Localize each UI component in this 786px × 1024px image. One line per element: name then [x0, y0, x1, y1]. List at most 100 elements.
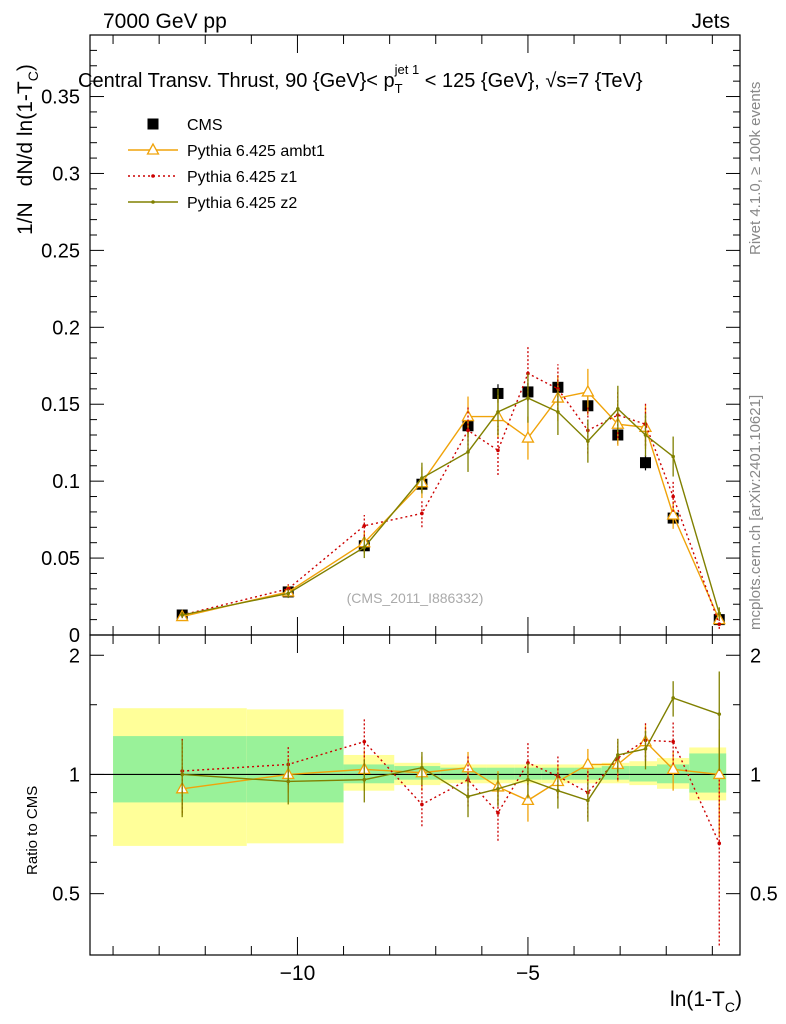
main-marker — [362, 545, 367, 550]
main-plot-series — [175, 345, 726, 629]
legend-marker — [146, 142, 160, 155]
main-marker — [717, 611, 722, 616]
ratio-marker — [556, 788, 560, 793]
main-marker — [717, 622, 722, 627]
main-line — [182, 391, 720, 620]
main-line — [182, 397, 720, 616]
legend-label: Pythia 6.425 z2 — [187, 195, 297, 212]
main-series-pythia-6-425-z2 — [180, 373, 722, 620]
main-series-cms — [176, 378, 725, 626]
ratio-bands — [113, 708, 727, 846]
header-right: Jets — [691, 10, 730, 33]
ratio-band-green — [440, 767, 487, 780]
main-y-axis: 0 0.05 0.1 0.15 0.2 0.25 0.3 0.35 — [41, 49, 740, 647]
legend-label: Pythia 6.425 ambt1 — [187, 143, 325, 160]
ratio-marker — [362, 739, 367, 744]
ratio-marker — [717, 712, 722, 716]
y-tick-label: 0.2 — [52, 317, 80, 339]
ratio-marker — [180, 772, 184, 777]
main-marker — [496, 448, 500, 453]
x-axis-label: ln(1-TC) — [670, 988, 742, 1015]
main-marker — [180, 613, 184, 617]
y-tick-label: 0 — [69, 625, 80, 647]
ratio-marker — [521, 793, 535, 806]
ratio-plot-series — [175, 671, 726, 946]
ratio-marker — [420, 765, 424, 770]
ratio-marker — [286, 779, 291, 784]
ratio-marker — [461, 760, 475, 773]
main-marker — [586, 439, 590, 443]
main-marker — [466, 428, 470, 433]
legend: CMS Pythia 6.425 ambt1 Pythia 6.425 z1 Pyth… — [128, 117, 325, 212]
ratio-marker — [496, 786, 500, 791]
legend-marker — [151, 174, 155, 178]
ratio-marker — [616, 753, 620, 757]
main-marker — [526, 396, 530, 400]
ratio-marker — [586, 798, 590, 803]
ratio-y-axis: 0.5 0.5 1 1 2 2 — [52, 645, 778, 905]
ratio-y-label: Ratio to CMS — [24, 786, 41, 875]
ratio-marker — [466, 794, 470, 799]
ratio-tick-label-left: 2 — [69, 645, 80, 667]
legend-label: CMS — [187, 117, 223, 134]
rivet-label: Rivet 4.1.0, ≥ 100k events — [747, 82, 764, 255]
legend-item: Pythia 6.425 z2 — [128, 195, 297, 212]
ratio-marker — [362, 777, 367, 782]
main-marker — [420, 511, 424, 516]
ratio-tick-label-right: 1 — [750, 764, 761, 786]
legend-item: CMS — [147, 117, 223, 134]
main-marker — [671, 494, 675, 499]
main-marker — [556, 410, 560, 414]
main-marker — [420, 476, 424, 480]
analysis-watermark: (CMS_2011_I886332) — [347, 590, 484, 606]
legend-item: Pythia 6.425 z1 — [128, 169, 297, 186]
mcplots-label: mcplots.cern.ch [arXiv:2401.10621] — [747, 395, 764, 630]
main-line — [182, 372, 720, 625]
y-tick-label: 0.3 — [52, 163, 80, 185]
x-tick-label: −10 — [280, 962, 316, 985]
main-series-pythia-6-425-ambt1 — [175, 368, 726, 625]
ratio-marker — [496, 811, 500, 815]
y-tick-label: 0.25 — [41, 240, 80, 262]
header-left: 7000 GeV pp — [103, 10, 227, 33]
main-marker — [286, 591, 291, 596]
main-marker — [466, 450, 470, 454]
ratio-tick-label-right: 2 — [750, 645, 761, 667]
ratio-marker — [666, 762, 680, 775]
ratio-series-pythia-6-425-z2 — [180, 671, 722, 822]
ratio-band-green — [629, 766, 658, 782]
ratio-marker — [581, 757, 595, 770]
y-tick-label: 0.15 — [41, 394, 80, 416]
main-marker — [643, 433, 648, 437]
main-marker — [521, 430, 535, 443]
ratio-marker — [643, 747, 648, 751]
main-series-pythia-6-425-z1 — [180, 345, 722, 629]
legend-item: Pythia 6.425 ambt1 — [128, 142, 325, 160]
ratio-marker — [671, 696, 675, 700]
legend-marker — [151, 200, 155, 204]
ratio-marker — [526, 777, 530, 782]
ratio-marker — [420, 802, 424, 807]
y-tick-label: 0.05 — [41, 548, 80, 570]
main-y-label: 1/NdN/d ln(1-TC) — [14, 64, 41, 235]
y-tick-label: 0.35 — [41, 87, 80, 109]
x-tick-label: −5 — [516, 962, 540, 985]
ratio-tick-label-left: 0.5 — [52, 884, 80, 906]
legend-marker-cms — [147, 118, 159, 130]
main-marker — [616, 407, 620, 411]
ratio-band-green — [246, 736, 344, 803]
main-marker — [666, 507, 680, 520]
main-marker — [496, 410, 500, 414]
ratio-marker — [712, 767, 726, 780]
chart-title: Central Transv. Thrust, 90 {GeV}< pTjet … — [78, 62, 643, 96]
ratio-band-green — [486, 767, 515, 780]
x-axis: −10 −5 — [112, 35, 713, 985]
y-tick-label: 0.1 — [52, 471, 80, 493]
main-marker — [362, 523, 367, 528]
main-marker — [581, 384, 595, 397]
ratio-tick-label-right: 0.5 — [750, 884, 778, 906]
ratio-tick-label-left: 1 — [69, 764, 80, 786]
legend-label: Pythia 6.425 z1 — [187, 169, 297, 186]
ratio-marker — [717, 841, 722, 846]
